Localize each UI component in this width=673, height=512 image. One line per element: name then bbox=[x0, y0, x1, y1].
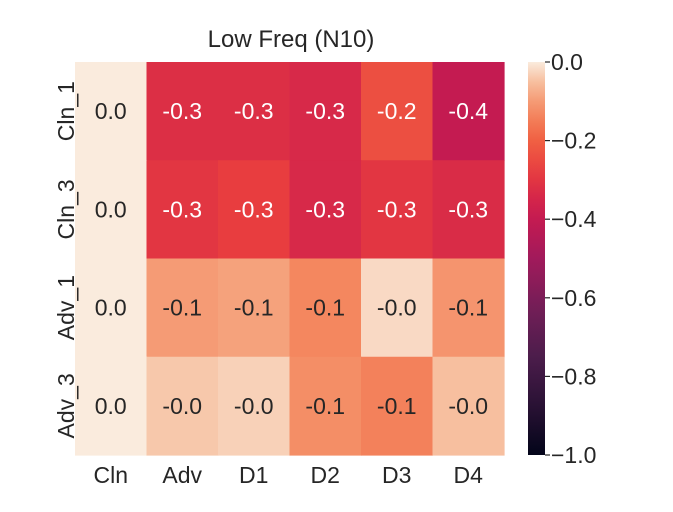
heatmap-cell-label: -0.1 bbox=[162, 295, 202, 321]
heatmap-cell bbox=[289, 356, 362, 456]
heatmap-cell bbox=[432, 356, 505, 456]
colorbar bbox=[528, 62, 545, 455]
heatmap-cell bbox=[146, 356, 219, 456]
heatmap-cell-label: -0.3 bbox=[162, 98, 202, 124]
heatmap-cell bbox=[432, 258, 505, 358]
heatmap-cell bbox=[361, 160, 434, 260]
heatmap-cell bbox=[146, 258, 219, 358]
colorbar-tick-label: −0.2 bbox=[551, 128, 596, 154]
heatmap-cell-label: -0.4 bbox=[448, 98, 488, 124]
x-tick-label: D2 bbox=[311, 462, 340, 488]
heatmap-cell bbox=[146, 62, 219, 161]
heatmap-cell-label: 0.0 bbox=[95, 98, 127, 124]
heatmap-cell-label: -0.3 bbox=[162, 196, 202, 222]
heatmap-cell-label: -0.1 bbox=[377, 393, 417, 419]
heatmap-cell-label: -0.1 bbox=[448, 295, 488, 321]
heatmap-cell bbox=[432, 160, 505, 260]
heatmap-cell-label: -0.2 bbox=[377, 98, 417, 124]
heatmap-cell-label: 0.0 bbox=[95, 295, 127, 321]
heatmap-cell-label: -0.3 bbox=[305, 196, 345, 222]
heatmap-cell-label: -0.3 bbox=[234, 196, 274, 222]
heatmap-cell bbox=[432, 62, 505, 161]
heatmap-cell-label: -0.3 bbox=[234, 98, 274, 124]
x-tick-label: D3 bbox=[382, 462, 411, 488]
heatmap-cell-label: -0.1 bbox=[305, 295, 345, 321]
heatmap-cell bbox=[75, 160, 148, 260]
x-tick-label: Cln bbox=[93, 462, 128, 488]
y-tick-label: Cln_1 bbox=[53, 81, 79, 141]
heatmap-cell bbox=[218, 356, 291, 456]
heatmap-cell-label: -0.0 bbox=[234, 393, 274, 419]
y-tick-label: Cln_3 bbox=[53, 179, 79, 239]
heatmap-cell-label: 0.0 bbox=[95, 196, 127, 222]
x-tick-label: Adv bbox=[162, 462, 202, 488]
colorbar-tick-label: −0.8 bbox=[551, 363, 596, 389]
heatmap-cell bbox=[289, 160, 362, 260]
colorbar-tick-label: −0.6 bbox=[551, 285, 596, 311]
x-tick-labels: Cln Adv D1 D2 D3 D4 bbox=[93, 462, 483, 488]
y-tick-labels: Cln_1 Cln_3 Adv_1 Adv_3 bbox=[53, 81, 79, 438]
heatmap-cell-label: -0.1 bbox=[305, 393, 345, 419]
heatmap-cell bbox=[361, 62, 434, 161]
heatmap-cell bbox=[289, 258, 362, 358]
heatmap-cell-label: -0.0 bbox=[377, 295, 417, 321]
heatmap-cell bbox=[218, 258, 291, 358]
heatmap-cell bbox=[75, 356, 148, 456]
heatmap-cell bbox=[218, 160, 291, 260]
heatmap-cells: 0.0 -0.3 -0.3 -0.3 -0.2 -0.4 0.0 -0.3 -0.3 -0.3 -0… bbox=[75, 62, 505, 456]
heatmap-cell-label: -0.3 bbox=[305, 98, 345, 124]
heatmap-cell-label: -0.0 bbox=[448, 393, 488, 419]
chart-title: Low Freq (N10) bbox=[208, 26, 375, 53]
heatmap-cell bbox=[361, 356, 434, 456]
y-tick-label: Adv_1 bbox=[53, 275, 79, 340]
heatmap-cell-label: -0.3 bbox=[377, 196, 417, 222]
x-tick-label: D4 bbox=[454, 462, 484, 488]
heatmap-cell bbox=[146, 160, 219, 260]
heatmap-cell bbox=[289, 62, 362, 161]
heatmap-cell bbox=[361, 258, 434, 358]
heatmap-cell-label: 0.0 bbox=[95, 393, 127, 419]
colorbar-ticks: 0.0 −0.2 −0.4 −0.6 −0.8 −1.0 bbox=[545, 49, 597, 468]
heatmap-cell bbox=[75, 62, 148, 161]
heatmap-cell-label: -0.1 bbox=[234, 295, 274, 321]
heatmap-cell bbox=[218, 62, 291, 161]
y-tick-label: Adv_3 bbox=[53, 373, 79, 438]
heatmap-cell-label: -0.3 bbox=[448, 196, 488, 222]
colorbar-tick-label: 0.0 bbox=[551, 49, 583, 75]
colorbar-tick-label: −1.0 bbox=[551, 442, 596, 468]
heatmap-cell bbox=[75, 258, 148, 358]
heatmap-cell-label: -0.0 bbox=[162, 393, 202, 419]
colorbar-tick-label: −0.4 bbox=[551, 206, 597, 232]
x-tick-label: D1 bbox=[239, 462, 268, 488]
